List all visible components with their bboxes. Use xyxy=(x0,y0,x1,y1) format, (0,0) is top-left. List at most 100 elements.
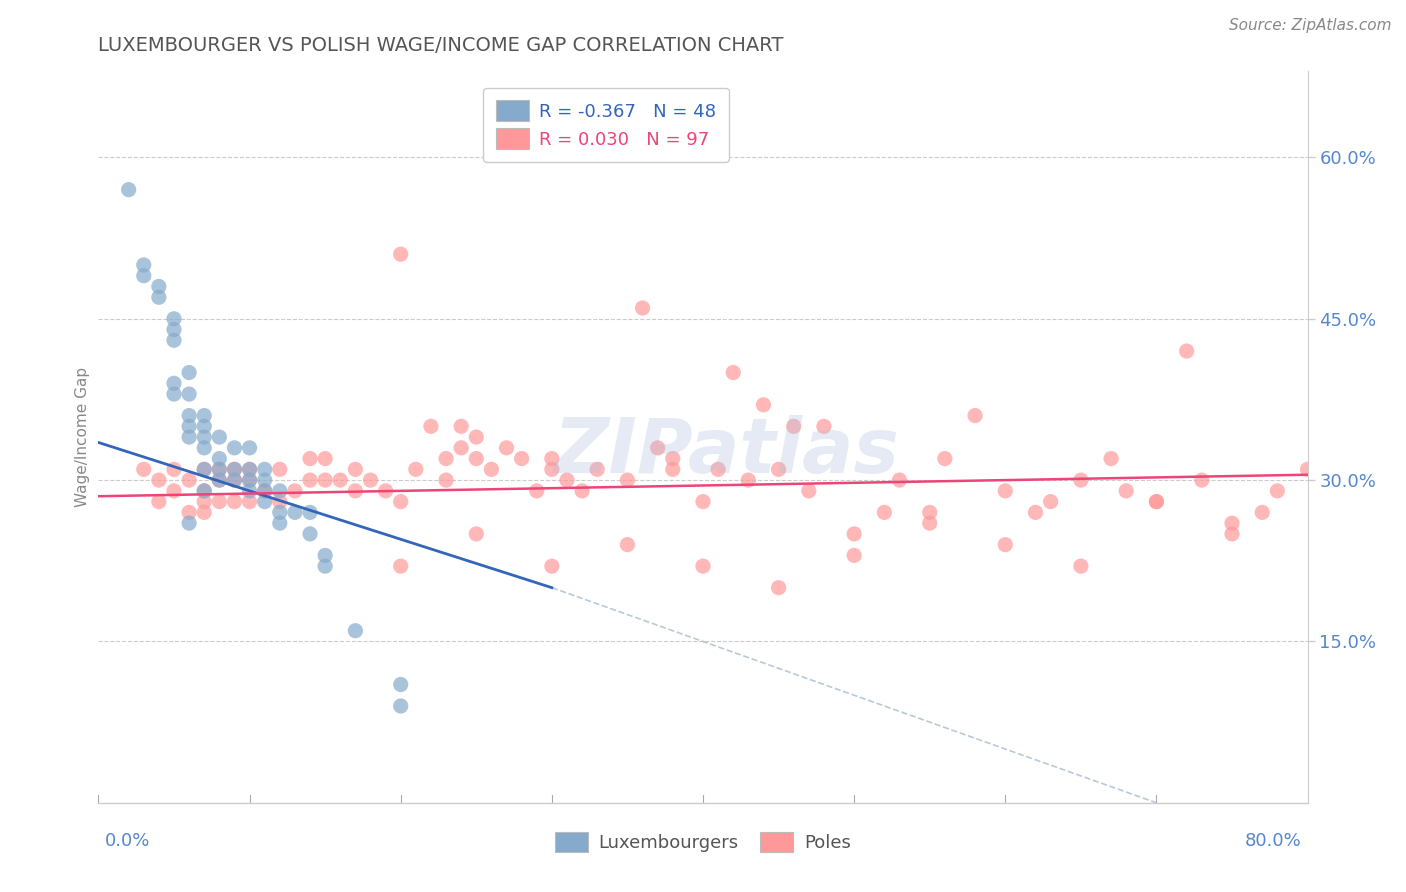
Point xyxy=(193,462,215,476)
Point xyxy=(1115,483,1137,498)
Point xyxy=(148,279,170,293)
Point xyxy=(389,677,412,691)
Point xyxy=(148,290,170,304)
Point xyxy=(994,483,1017,498)
Point xyxy=(208,462,231,476)
Point xyxy=(163,333,186,347)
Point xyxy=(783,419,806,434)
Point xyxy=(269,483,291,498)
Point xyxy=(647,441,669,455)
Text: 0.0%: 0.0% xyxy=(104,832,150,850)
Point xyxy=(360,473,382,487)
Point xyxy=(389,494,412,508)
Point xyxy=(193,409,215,423)
Point xyxy=(193,505,215,519)
Point xyxy=(752,398,775,412)
Point xyxy=(465,430,488,444)
Point xyxy=(299,473,322,487)
Point xyxy=(450,441,472,455)
Point xyxy=(208,494,231,508)
Text: 80.0%: 80.0% xyxy=(1244,832,1302,850)
Y-axis label: Wage/Income Gap: Wage/Income Gap xyxy=(75,367,90,508)
Point xyxy=(224,473,246,487)
Point xyxy=(179,366,201,380)
Point xyxy=(224,462,246,476)
Point xyxy=(239,494,262,508)
Point xyxy=(405,462,427,476)
Point xyxy=(193,462,215,476)
Point xyxy=(1099,451,1122,466)
Point xyxy=(314,549,336,563)
Point xyxy=(555,473,578,487)
Point xyxy=(239,483,262,498)
Point xyxy=(193,494,215,508)
Point xyxy=(918,516,941,530)
Point xyxy=(389,559,412,574)
Point xyxy=(1220,527,1243,541)
Point xyxy=(994,538,1017,552)
Point xyxy=(163,376,186,391)
Point xyxy=(495,441,517,455)
Point xyxy=(844,527,866,541)
Point xyxy=(193,441,215,455)
Point xyxy=(1267,483,1289,498)
Point xyxy=(163,387,186,401)
Point xyxy=(179,409,201,423)
Point xyxy=(253,473,276,487)
Point xyxy=(179,505,201,519)
Point xyxy=(1024,505,1046,519)
Text: LUXEMBOURGER VS POLISH WAGE/INCOME GAP CORRELATION CHART: LUXEMBOURGER VS POLISH WAGE/INCOME GAP C… xyxy=(98,36,783,54)
Point xyxy=(132,268,155,283)
Point xyxy=(631,301,654,315)
Point xyxy=(1144,494,1167,508)
Point xyxy=(844,549,866,563)
Point xyxy=(179,387,201,401)
Point xyxy=(344,624,367,638)
Point xyxy=(344,483,367,498)
Point xyxy=(314,559,336,574)
Point xyxy=(239,473,262,487)
Point xyxy=(616,538,638,552)
Point xyxy=(1191,473,1213,487)
Point xyxy=(224,441,246,455)
Point xyxy=(208,430,231,444)
Point xyxy=(873,505,896,519)
Point xyxy=(768,462,790,476)
Point xyxy=(208,473,231,487)
Point xyxy=(132,258,155,272)
Point xyxy=(510,451,533,466)
Point xyxy=(329,473,352,487)
Point xyxy=(253,462,276,476)
Point xyxy=(571,483,593,498)
Point xyxy=(374,483,396,498)
Point xyxy=(179,473,201,487)
Point xyxy=(707,462,730,476)
Point xyxy=(239,462,262,476)
Point xyxy=(723,366,745,380)
Point xyxy=(934,451,956,466)
Text: Source: ZipAtlas.com: Source: ZipAtlas.com xyxy=(1229,18,1392,33)
Point xyxy=(253,483,276,498)
Point xyxy=(269,462,291,476)
Point xyxy=(465,451,488,466)
Point xyxy=(284,505,307,519)
Point xyxy=(208,462,231,476)
Point xyxy=(299,527,322,541)
Point xyxy=(586,462,609,476)
Point xyxy=(179,419,201,434)
Point xyxy=(1220,516,1243,530)
Point xyxy=(193,419,215,434)
Text: ZIPatlas: ZIPatlas xyxy=(554,415,900,489)
Point xyxy=(239,473,262,487)
Point xyxy=(1039,494,1062,508)
Point xyxy=(179,516,201,530)
Point xyxy=(163,311,186,326)
Point xyxy=(269,516,291,530)
Point xyxy=(434,451,457,466)
Point xyxy=(1296,462,1319,476)
Point xyxy=(269,505,291,519)
Point xyxy=(163,483,186,498)
Point xyxy=(1070,559,1092,574)
Point xyxy=(434,473,457,487)
Point xyxy=(889,473,911,487)
